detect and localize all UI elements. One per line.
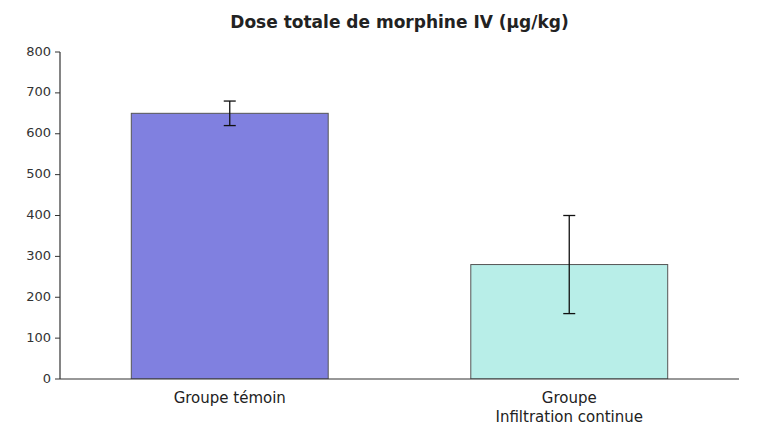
y-tick — [55, 338, 60, 339]
error-bar — [224, 101, 236, 126]
y-tick — [55, 256, 60, 257]
y-tick — [55, 52, 60, 53]
error-bar-line — [224, 125, 236, 126]
title: Dose totale de morphine IV (μg/kg) — [230, 12, 568, 32]
bar — [131, 113, 328, 379]
y-tick-label: 100 — [26, 330, 51, 345]
y-tick-label: 300 — [26, 248, 51, 263]
y-tick — [55, 174, 60, 175]
y-tick — [55, 92, 60, 93]
y-tick-label: 500 — [26, 166, 51, 181]
y-tick-label: 600 — [26, 125, 51, 140]
plot-area — [131, 101, 667, 379]
x-axis-line — [60, 378, 739, 379]
error-bar-line — [229, 101, 230, 126]
y-tick-label: 400 — [26, 207, 51, 222]
y-tick — [55, 297, 60, 298]
error-bar — [563, 216, 575, 314]
y-tick — [55, 133, 60, 134]
chart-container: Dose totale de morphine IV (μg/kg) 0 100 20… — [0, 0, 763, 443]
x-tick-label: Groupe témoin — [174, 389, 286, 407]
error-bar-line — [224, 100, 236, 101]
error-bar-line — [569, 216, 570, 314]
error-bar-line — [563, 215, 575, 216]
y-tick-label: 700 — [26, 84, 51, 99]
y-tick-label: 200 — [26, 289, 51, 304]
y-tick-label: 0 — [43, 371, 51, 386]
chart-svg: Dose totale de morphine IV (μg/kg) 0 100 20… — [0, 0, 763, 443]
x-tick-label: GroupeInfiltration continue — [495, 389, 643, 426]
y-tick — [55, 215, 60, 216]
y-tick — [55, 379, 60, 380]
error-bar-line — [563, 313, 575, 314]
y-tick-label: 800 — [26, 44, 51, 59]
